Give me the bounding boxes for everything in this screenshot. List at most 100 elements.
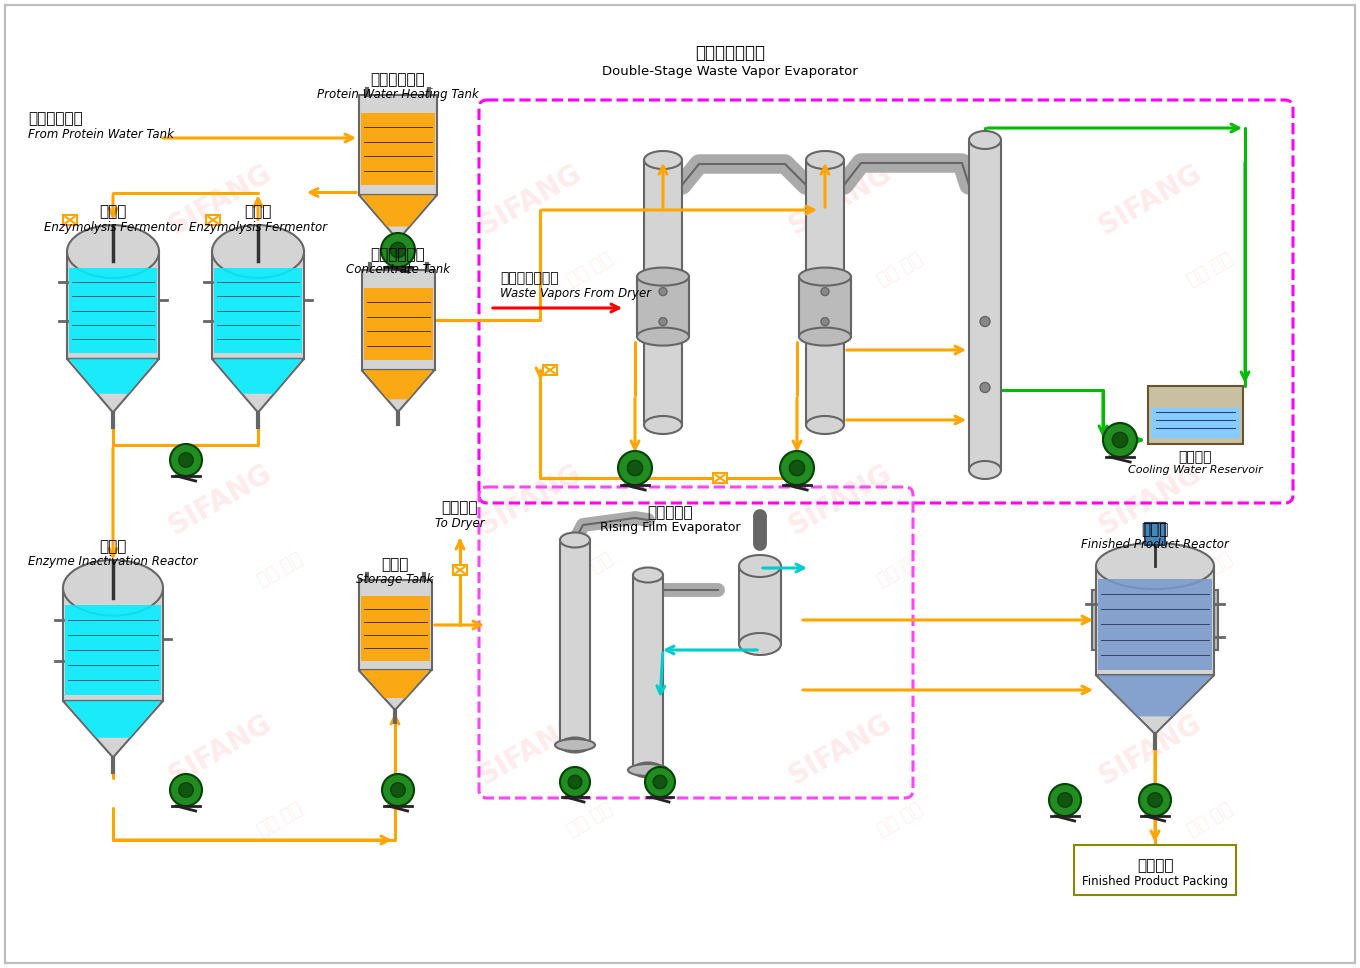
Polygon shape bbox=[360, 195, 435, 227]
Bar bbox=[205, 216, 220, 225]
Text: 龙源 四方: 龙源 四方 bbox=[564, 550, 616, 590]
Circle shape bbox=[381, 233, 415, 267]
Ellipse shape bbox=[806, 151, 845, 169]
Text: Finished Product Packing: Finished Product Packing bbox=[1083, 874, 1228, 888]
Ellipse shape bbox=[63, 560, 163, 616]
Text: 至干燥机: 至干燥机 bbox=[442, 500, 479, 515]
Ellipse shape bbox=[800, 267, 851, 286]
Circle shape bbox=[170, 444, 203, 476]
Text: Protein Water Heating Tank: Protein Water Heating Tank bbox=[317, 88, 479, 101]
Bar bbox=[806, 160, 845, 425]
Text: 冷却水池: 冷却水池 bbox=[1178, 450, 1212, 464]
Text: SIFANG: SIFANG bbox=[165, 460, 276, 540]
Circle shape bbox=[382, 774, 413, 806]
Polygon shape bbox=[1096, 676, 1214, 734]
Circle shape bbox=[981, 317, 990, 326]
Ellipse shape bbox=[560, 532, 590, 548]
Bar bbox=[1092, 590, 1219, 650]
Ellipse shape bbox=[800, 327, 851, 346]
Text: 龙源 四方: 龙源 四方 bbox=[1185, 800, 1236, 840]
Bar bbox=[636, 277, 690, 337]
Circle shape bbox=[1103, 423, 1137, 457]
Text: SIFANG: SIFANG bbox=[473, 710, 586, 791]
Circle shape bbox=[627, 461, 643, 475]
Polygon shape bbox=[65, 701, 160, 738]
Ellipse shape bbox=[968, 461, 1001, 479]
Text: SIFANG: SIFANG bbox=[473, 460, 586, 540]
Bar bbox=[363, 288, 432, 360]
Bar bbox=[65, 605, 160, 695]
Polygon shape bbox=[359, 670, 431, 710]
Circle shape bbox=[660, 318, 666, 325]
Text: Double-Stage Waste Vapor Evaporator: Double-Stage Waste Vapor Evaporator bbox=[602, 65, 858, 78]
Text: SIFANG: SIFANG bbox=[1093, 160, 1206, 240]
Text: SIFANG: SIFANG bbox=[783, 460, 896, 540]
Bar bbox=[800, 277, 851, 337]
Ellipse shape bbox=[67, 226, 159, 278]
Ellipse shape bbox=[645, 416, 681, 434]
Bar bbox=[1151, 408, 1239, 439]
Circle shape bbox=[1058, 793, 1072, 807]
Text: Cooling Water Reservoir: Cooling Water Reservoir bbox=[1127, 465, 1262, 475]
Text: 升膜式浓缩: 升膜式浓缩 bbox=[647, 505, 692, 520]
Circle shape bbox=[1112, 433, 1127, 447]
Text: Enzymolysis Fermentor: Enzymolysis Fermentor bbox=[189, 221, 326, 233]
Text: Waste Vapors From Dryer: Waste Vapors From Dryer bbox=[500, 287, 651, 300]
Text: 龙源 四方: 龙源 四方 bbox=[254, 250, 306, 290]
Polygon shape bbox=[360, 670, 430, 698]
Polygon shape bbox=[363, 370, 432, 400]
Text: 龙源 四方: 龙源 四方 bbox=[254, 550, 306, 590]
Text: 龙源 四方: 龙源 四方 bbox=[874, 550, 926, 590]
Circle shape bbox=[390, 783, 405, 798]
Ellipse shape bbox=[632, 567, 664, 583]
Ellipse shape bbox=[555, 739, 596, 751]
Circle shape bbox=[653, 775, 666, 789]
Text: Rising Film Evaporator: Rising Film Evaporator bbox=[600, 521, 740, 534]
Circle shape bbox=[821, 287, 830, 295]
Bar bbox=[214, 267, 302, 353]
Text: To Dryer: To Dryer bbox=[435, 517, 484, 530]
Text: Enzyme Inactivation Reactor: Enzyme Inactivation Reactor bbox=[29, 556, 197, 568]
Text: 酶解釜: 酶解釜 bbox=[245, 204, 272, 220]
Bar bbox=[1145, 523, 1166, 545]
Text: 龙源 四方: 龙源 四方 bbox=[1185, 250, 1236, 290]
Bar bbox=[1148, 386, 1243, 444]
Circle shape bbox=[645, 767, 675, 797]
Circle shape bbox=[568, 775, 582, 789]
Bar bbox=[359, 95, 437, 195]
Text: SIFANG: SIFANG bbox=[783, 160, 896, 240]
Bar bbox=[63, 588, 163, 701]
Circle shape bbox=[789, 461, 805, 475]
Text: 来自干燥机废气: 来自干燥机废气 bbox=[500, 271, 559, 285]
Text: 龙源 四方: 龙源 四方 bbox=[874, 250, 926, 290]
Polygon shape bbox=[359, 195, 437, 240]
Polygon shape bbox=[63, 701, 163, 758]
Text: Enzymolysis Fermentor: Enzymolysis Fermentor bbox=[44, 221, 182, 233]
Polygon shape bbox=[69, 359, 156, 394]
Text: 二效降膜式浓缩: 二效降膜式浓缩 bbox=[695, 44, 764, 62]
Text: 灭酶罐: 灭酶罐 bbox=[99, 539, 126, 555]
Circle shape bbox=[170, 774, 203, 806]
Text: 龙源 四方: 龙源 四方 bbox=[254, 800, 306, 840]
Polygon shape bbox=[212, 359, 305, 412]
Bar bbox=[645, 160, 681, 425]
Text: 来自蛋白水箱: 来自蛋白水箱 bbox=[29, 111, 83, 126]
Text: SIFANG: SIFANG bbox=[473, 160, 586, 240]
Bar bbox=[560, 540, 590, 745]
Circle shape bbox=[981, 382, 990, 392]
Bar bbox=[543, 366, 558, 375]
Text: 暂存罐: 暂存罐 bbox=[381, 557, 409, 572]
Bar bbox=[713, 473, 728, 483]
Bar bbox=[212, 252, 305, 359]
Text: 蛋白水加热罐: 蛋白水加热罐 bbox=[371, 72, 426, 87]
Circle shape bbox=[1148, 793, 1163, 807]
Text: 浓缩液加热罐: 浓缩液加热罐 bbox=[371, 247, 426, 262]
Ellipse shape bbox=[560, 738, 590, 752]
Bar bbox=[1098, 579, 1212, 670]
Bar bbox=[1096, 566, 1214, 676]
Ellipse shape bbox=[636, 267, 690, 286]
Text: 龙源 四方: 龙源 四方 bbox=[564, 800, 616, 840]
Bar bbox=[362, 270, 434, 370]
Text: Storage Tank: Storage Tank bbox=[356, 573, 434, 586]
Ellipse shape bbox=[645, 151, 681, 169]
